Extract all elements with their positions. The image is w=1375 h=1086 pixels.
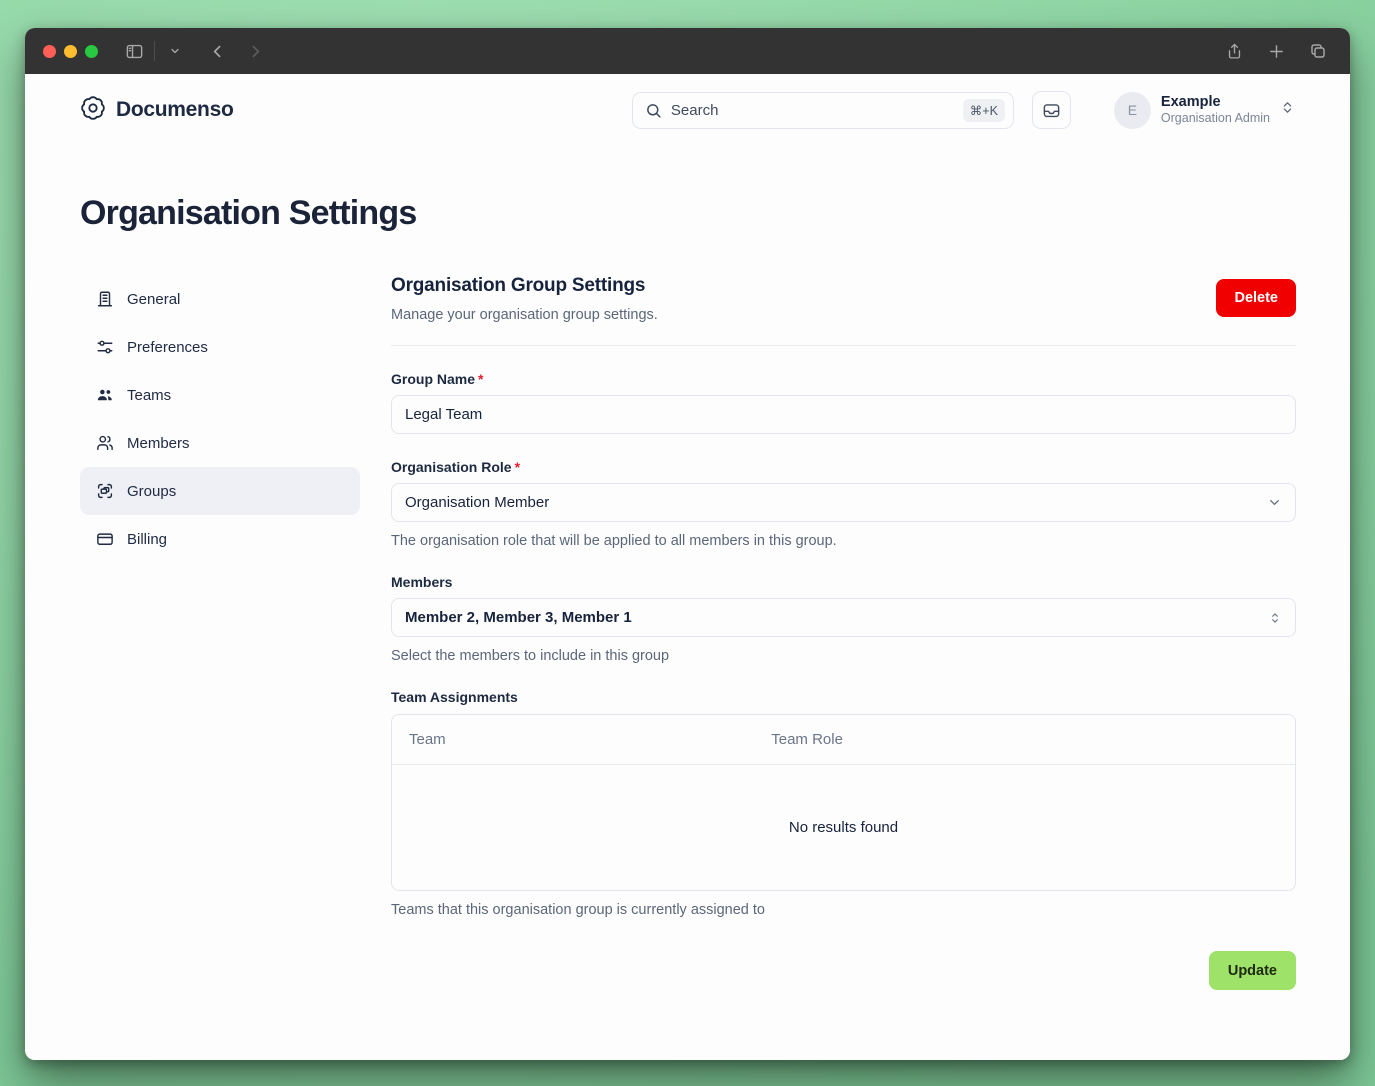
- settings-sidebar: General Preferences: [80, 275, 360, 990]
- sidebar-item-general[interactable]: General: [80, 275, 360, 323]
- brand[interactable]: Documenso: [80, 95, 234, 126]
- page-title: Organisation Settings: [80, 194, 417, 232]
- sidebar-item-label: Billing: [127, 530, 168, 548]
- sidebar-toggle-icon[interactable]: [120, 37, 148, 65]
- app-header: Documenso ⌘+K E Example Organisation Adm…: [25, 74, 1350, 146]
- sidebar-item-label: Members: [127, 434, 190, 452]
- group-name-input[interactable]: [391, 395, 1296, 434]
- zoom-window-button[interactable]: [85, 44, 98, 58]
- organisation-role-select[interactable]: Organisation Member: [391, 483, 1296, 522]
- delete-button[interactable]: Delete: [1216, 279, 1296, 317]
- tab-overview-icon[interactable]: [1304, 37, 1332, 65]
- avatar: E: [1113, 91, 1151, 129]
- sidebar-item-members[interactable]: Members: [80, 419, 360, 467]
- sliders-icon: [96, 338, 114, 356]
- chevron-down-icon: [1267, 495, 1282, 510]
- search-shortcut-badge: ⌘+K: [962, 98, 1005, 122]
- table-header-row: Team Team Role: [392, 715, 1295, 765]
- section-title: Organisation Group Settings: [391, 275, 646, 296]
- sidebar-item-preferences[interactable]: Preferences: [80, 323, 360, 371]
- inbox-icon: [1042, 101, 1061, 120]
- empty-state-text: No results found: [788, 819, 899, 836]
- traffic-lights: [43, 44, 98, 58]
- members-help: Select the members to include in this gr…: [391, 648, 670, 664]
- members-multiselect[interactable]: Member 2, Member 3, Member 1: [391, 598, 1296, 637]
- groups-icon: [96, 482, 114, 500]
- sidebar-item-groups[interactable]: Groups: [80, 467, 360, 515]
- group-settings-panel: Organisation Group Settings Manage your …: [391, 275, 1296, 990]
- organisation-role-field: Organisation Role * Organisation Member T…: [391, 459, 1296, 549]
- tab-groups-chevron-icon[interactable]: [161, 37, 189, 65]
- documenso-logo-icon: [80, 95, 106, 126]
- credit-card-icon: [96, 530, 114, 548]
- sidebar-item-label: Groups: [127, 482, 177, 500]
- browser-titlebar: [25, 28, 1350, 74]
- group-name-label: Group Name: [391, 371, 476, 387]
- column-header-team-role: Team Role: [771, 731, 843, 748]
- column-header-team: Team: [409, 731, 446, 748]
- members-icon: [96, 434, 114, 452]
- back-button[interactable]: [203, 37, 231, 65]
- organisation-role-help: The organisation role that will be appli…: [391, 533, 837, 549]
- sidebar-item-billing[interactable]: Billing: [80, 515, 360, 563]
- members-label: Members: [391, 574, 453, 590]
- share-icon[interactable]: [1220, 37, 1248, 65]
- minimize-window-button[interactable]: [64, 44, 77, 58]
- team-assignments-table: Team Team Role No results found: [391, 714, 1296, 891]
- close-window-button[interactable]: [43, 44, 56, 58]
- members-value: Member 2, Member 3, Member 1: [405, 609, 632, 626]
- brand-name: Documenso: [116, 98, 234, 121]
- search-input[interactable]: [670, 101, 963, 119]
- section-subtitle: Manage your organisation group settings.: [391, 307, 658, 323]
- sidebar-item-teams[interactable]: Teams: [80, 371, 360, 419]
- members-field: Members Member 2, Member 3, Member 1 Sel…: [391, 574, 1296, 664]
- chevrons-up-down-icon: [1268, 611, 1282, 625]
- inbox-button[interactable]: [1031, 91, 1071, 129]
- sidebar-item-label: General: [127, 290, 181, 308]
- user-name: Example: [1160, 94, 1221, 111]
- team-assignments-label: Team Assignments: [391, 689, 518, 705]
- required-asterisk: *: [478, 371, 484, 387]
- team-assignments-help: Teams that this organisation group is cu…: [391, 902, 765, 918]
- section-divider: [391, 345, 1296, 346]
- page-body: Organisation Settings General: [25, 146, 1350, 1060]
- search-icon: [645, 102, 662, 119]
- sidebar-item-label: Teams: [127, 386, 172, 404]
- browser-window: Documenso ⌘+K E Example Organisation Adm…: [25, 28, 1350, 1060]
- user-role: Organisation Admin: [1160, 111, 1270, 126]
- organisation-role-label: Organisation Role: [391, 459, 512, 475]
- team-icon: [96, 386, 114, 404]
- group-name-field: Group Name *: [391, 371, 1296, 434]
- team-assignments-section: Team Assignments Team Team Role No resul…: [391, 689, 1296, 918]
- chevrons-up-down-icon: [1280, 100, 1295, 120]
- required-asterisk: *: [514, 459, 521, 475]
- organisation-role-value: Organisation Member: [405, 494, 550, 511]
- new-tab-icon[interactable]: [1262, 37, 1290, 65]
- user-menu[interactable]: E Example Organisation Admin: [1113, 91, 1295, 129]
- search-bar[interactable]: ⌘+K: [631, 91, 1014, 129]
- forward-button: [241, 37, 269, 65]
- update-button[interactable]: Update: [1208, 951, 1296, 990]
- sidebar-item-label: Preferences: [127, 338, 208, 356]
- building-icon: [96, 290, 114, 308]
